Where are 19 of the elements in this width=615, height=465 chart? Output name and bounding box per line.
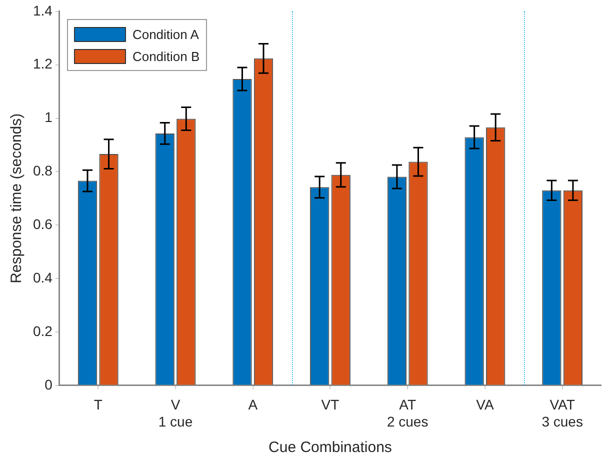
y-tick-label: 0.4 xyxy=(32,269,53,286)
y-tick-label: 0.6 xyxy=(32,216,53,232)
x-axis-title: Cue Combinations xyxy=(268,439,392,456)
x-tick-label: A xyxy=(248,396,258,413)
y-tick-label: 0.8 xyxy=(32,162,53,179)
y-axis-title: Response time (seconds) xyxy=(8,113,26,284)
y-tick-label: 1.2 xyxy=(32,56,53,72)
x-tick-label: VT xyxy=(321,396,340,413)
y-tick-label: 0.2 xyxy=(32,322,53,339)
legend-label: Condition B xyxy=(132,48,200,64)
x-tick-label: AT 2 cues xyxy=(386,396,428,430)
x-tick-label: VA xyxy=(476,396,494,413)
x-tick-label: VAT 3 cues xyxy=(542,396,583,430)
x-tick-label: V 1 cue xyxy=(158,396,193,430)
y-tick-label: 1 xyxy=(44,109,53,126)
y-tick-label: 0 xyxy=(44,376,53,392)
y-tick-label: 1.4 xyxy=(32,2,53,18)
legend-label: Condition A xyxy=(132,26,199,42)
x-tick-label: T xyxy=(94,396,103,413)
